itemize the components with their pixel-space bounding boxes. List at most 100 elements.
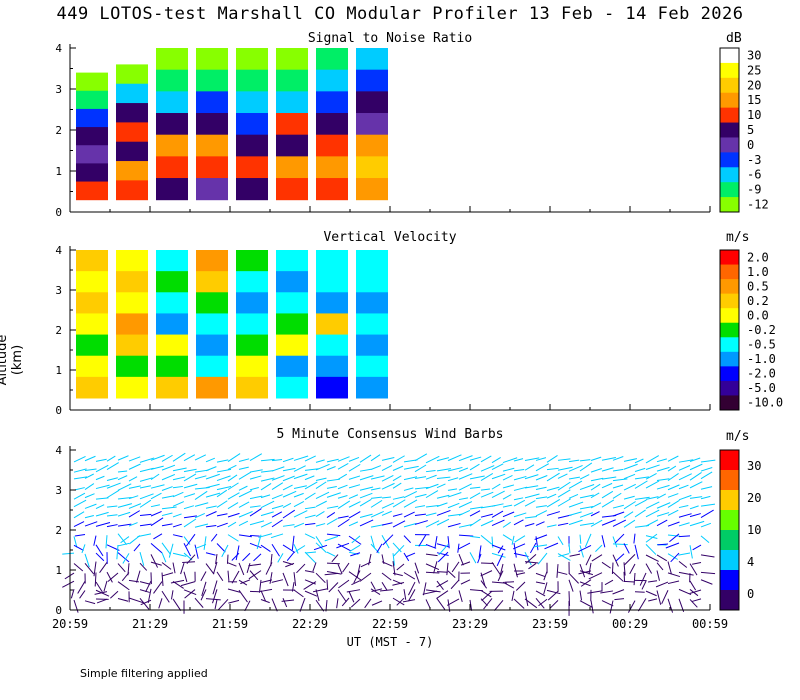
wind-barb-166 [183,505,195,510]
colorbar-label-1-6: 5 [747,123,754,137]
colorbar-swatch-3-1 [720,450,739,471]
wind-barb-348 [296,563,306,574]
wind-barb-57 [105,535,108,549]
wind-barb-215 [216,513,228,517]
wind-barb-670 [515,581,526,591]
heatmap-cell-1-8-1 [356,48,388,71]
wind-barb-297 [258,533,273,538]
heatmap-cell-1-5-1 [236,48,268,71]
wind-barb-184 [194,523,209,528]
wind-barb-517 [425,490,439,499]
wind-barb-66 [117,470,128,473]
wind-barb-302 [261,579,273,583]
wind-barb-733 [568,572,579,584]
wind-barb-84 [128,485,141,489]
wind-barb-872 [667,521,680,527]
wind-barb-177 [194,454,207,461]
wind-barb-441 [370,535,375,548]
wind-barb-444 [360,561,372,568]
wind-barb-464 [371,600,383,606]
wind-barb-327 [293,510,308,518]
wind-barb-192 [194,597,204,608]
wind-barb-267 [242,552,251,562]
heatmap-cell-2-5-2 [236,271,268,293]
wind-barb-249 [238,534,252,538]
wind-barb-595 [480,473,494,481]
wind-barb-751 [579,590,583,601]
heatmap-cell-2-5-5 [236,334,268,357]
wind-barb-799 [600,590,614,594]
wind-barb-123 [150,554,159,568]
wind-barb-252 [238,562,245,576]
wind-barb-426 [349,544,361,552]
wind-barb-210 [216,468,232,473]
wind-barb-248 [238,520,249,527]
wind-barb-833 [645,455,660,464]
wind-barb-915 [700,471,713,480]
wind-barb-722 [568,464,583,472]
wind-barb-82 [128,463,141,470]
wind-barb-358 [315,500,327,507]
wind-barb-469 [392,496,405,500]
wind-barb-90 [117,542,130,547]
wind-barb-216 [216,522,228,528]
wind-barb-835 [645,472,657,480]
heatmap-cell-2-2-6 [116,355,148,378]
wind-barb-199 [205,511,217,517]
wind-barb-186 [194,544,199,559]
wind-barb-557 [447,570,456,578]
wind-barb-364 [312,562,317,572]
colorbar-swatch-2-1 [720,250,739,266]
footnote: Simple filtering applied [80,667,208,680]
wind-barb-346 [295,545,306,552]
wind-barb-667 [524,551,532,566]
heatmap-cell-2-2-2 [116,271,148,293]
wind-barb-918 [700,503,716,507]
wind-barb-128 [140,599,152,606]
wind-barb-75 [117,552,130,563]
wind-barb-866 [667,465,677,472]
wind-barb-3 [73,476,88,480]
wind-barb-637 [497,570,504,582]
wind-barb-228 [227,482,239,491]
heatmap-cell-2-3-1 [156,250,188,272]
wind-barb-674 [535,463,550,472]
wind-barb-247 [238,510,253,518]
x-tick-label-0: 20:59 [52,617,88,631]
wind-barb-220 [212,561,218,575]
heatmap-cell-1-2-7 [116,180,148,201]
wind-barb-164 [183,483,198,489]
wind-barb-179 [194,475,207,480]
wind-barb-100 [139,485,152,489]
wind-barb-537 [434,536,438,549]
x-tick-label-5: 23:29 [452,617,488,631]
colorbar-label-2-2: 1.0 [747,265,769,279]
wind-barb-313 [270,533,284,539]
wind-barb-678 [535,505,547,508]
wind-barb-283 [253,553,262,562]
wind-barb-460 [381,561,393,567]
y-tick-label-1-0: 0 [55,206,62,219]
wind-barb-61 [106,571,113,583]
heatmap-cell-2-4-6 [196,355,228,378]
wind-barb-32 [84,600,96,605]
colorbar-swatch-1-2 [720,62,739,79]
heatmap-cell-2-3-3 [156,292,188,314]
wind-barb-322 [293,465,306,472]
wind-barb-640 [493,599,504,611]
wind-barb-279 [260,511,274,517]
wind-barb-416 [341,597,350,607]
wind-barb-69 [117,497,132,500]
wind-barb-54 [106,505,118,508]
wind-barb-853 [656,493,667,499]
wind-barb-437 [370,496,382,499]
wind-barb-286 [258,579,262,593]
wind-barb-631 [502,511,515,518]
heatmap-cell-1-4-2 [196,69,228,92]
wind-barb-7 [73,511,85,519]
wind-barb-190 [180,581,196,587]
heatmap-cell-1-1-7 [76,181,108,201]
wind-barb-438 [370,499,383,508]
wind-barb-427 [350,552,361,557]
wind-barb-370 [326,466,336,471]
